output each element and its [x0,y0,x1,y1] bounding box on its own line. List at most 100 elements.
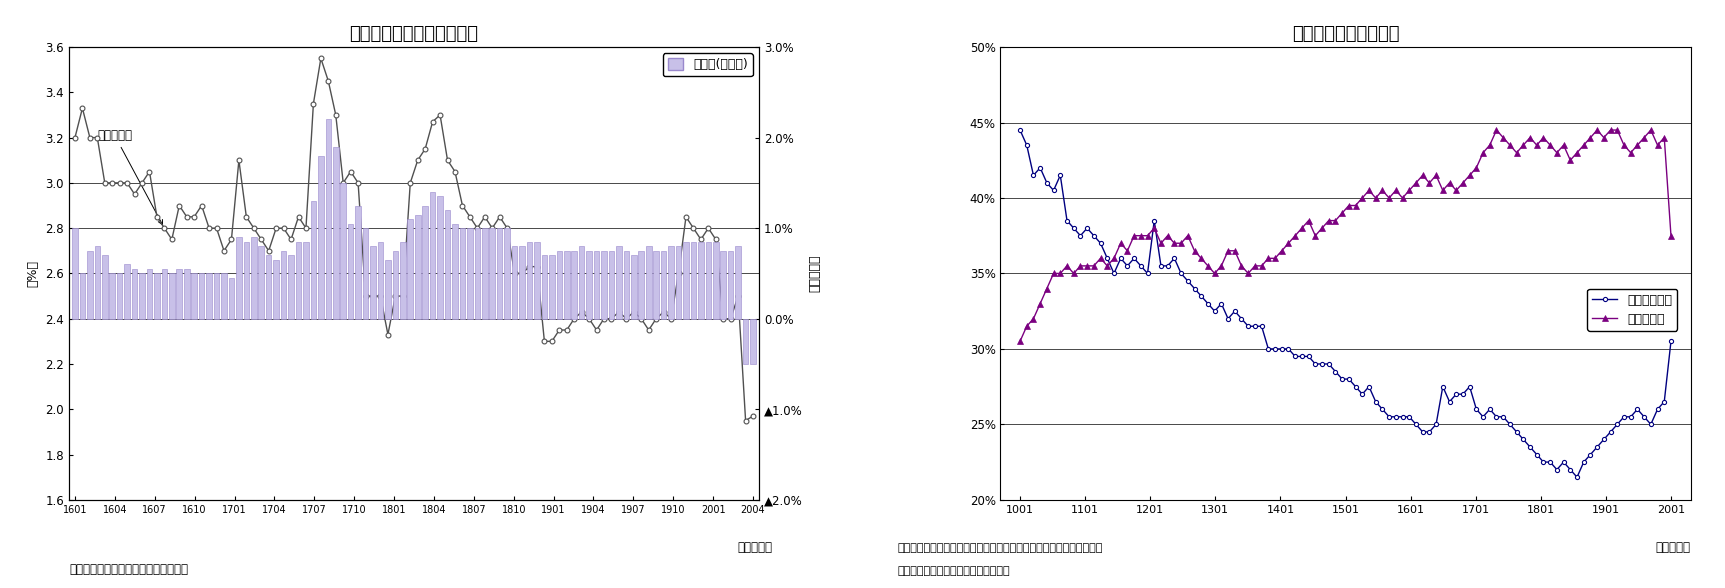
Y-axis label: （前年比）: （前年比） [809,255,821,292]
Bar [393,250,398,319]
Bar [109,273,116,319]
Bar [676,246,681,319]
Bar [728,250,733,319]
非自発的離職 [1506,428,1527,435]
Title: 求職理由別失業者割合: 求職理由別失業者割合 [1292,25,1399,43]
Bar [616,246,621,319]
Bar [712,242,719,319]
Bar [162,269,167,319]
Text: （年・月）: （年・月） [738,540,773,553]
Bar [236,237,242,319]
Bar [602,250,607,319]
Bar [535,242,540,319]
Bar [310,201,316,319]
自発的離職 [1661,232,1682,239]
Bar [169,273,174,319]
Bar [176,269,183,319]
Bar [631,255,637,319]
Bar [436,196,443,319]
Bar [481,228,488,319]
Bar [549,255,555,319]
Bar [445,210,450,319]
Bar [699,242,704,319]
Line: 非自発的離職: 非自発的離職 [1018,128,1673,479]
Bar [467,228,473,319]
Bar [273,260,279,319]
Bar [147,269,152,319]
Bar [557,250,562,319]
Bar [355,205,361,319]
Bar [198,273,205,319]
自発的離職 [1318,217,1339,224]
Bar [459,228,466,319]
Bar [706,242,711,319]
Bar [526,242,533,319]
Bar [185,269,190,319]
Bar [400,242,405,319]
Bar [564,250,569,319]
Y-axis label: （%）: （%） [28,260,40,287]
自発的離職 [1051,270,1071,277]
Bar [191,273,197,319]
Bar [288,255,293,319]
Bar [512,246,517,319]
Line: 自発的離職: 自発的離職 [1018,127,1673,345]
Bar [683,242,688,319]
自発的離職 [1009,338,1030,345]
Bar [571,250,576,319]
Bar [743,319,749,364]
Bar [259,246,264,319]
Bar [266,255,271,319]
Bar [221,273,226,319]
非自発的離職 [1661,338,1682,345]
非自発的離職 [1063,225,1083,232]
Bar [362,228,369,319]
Bar [333,146,338,319]
Bar [416,215,421,319]
Bar [86,250,93,319]
Bar [140,273,145,319]
Bar [281,250,286,319]
Bar [124,265,129,319]
Text: （資料）総務省統計局「労働力調査」: （資料）総務省統計局「労働力調査」 [897,566,1009,576]
Bar [750,319,756,364]
非自発的離職 [1009,126,1030,133]
Bar [95,246,100,319]
Bar [340,183,347,319]
Bar [326,119,331,319]
Bar [519,246,524,319]
Bar [243,242,248,319]
Bar [497,228,502,319]
非自発的離職 [1566,474,1587,481]
自発的離職 [1513,142,1534,149]
Bar [371,246,376,319]
Bar [423,205,428,319]
Bar [295,242,302,319]
Bar [72,228,78,319]
Bar [317,156,324,319]
Text: 完全失業率: 完全失業率 [97,129,162,225]
Bar [252,237,257,319]
Bar [654,250,659,319]
Bar [79,273,85,319]
Text: （年・月）: （年・月） [1656,540,1690,553]
Bar [668,246,674,319]
自発的離職 [1371,187,1392,194]
Bar [542,255,547,319]
Bar [102,255,107,319]
非自発的離職 [1318,360,1339,368]
Bar [638,250,643,319]
自発的離職 [1420,179,1440,186]
Bar [207,273,212,319]
Bar [580,246,585,319]
Bar [690,242,697,319]
Bar [490,228,495,319]
Legend: 非自発的離職, 自発的離職: 非自発的離職, 自発的離職 [1587,289,1677,331]
Bar [407,219,412,319]
Bar [474,228,480,319]
Bar [430,192,435,319]
Bar [229,278,235,319]
Text: （注）非自発的離職は定年又は雇用契約の満了＋勤め先や事業の都合: （注）非自発的離職は定年又は雇用契約の満了＋勤め先や事業の都合 [897,543,1102,553]
自発的離職 [1063,270,1083,277]
Bar [304,242,309,319]
